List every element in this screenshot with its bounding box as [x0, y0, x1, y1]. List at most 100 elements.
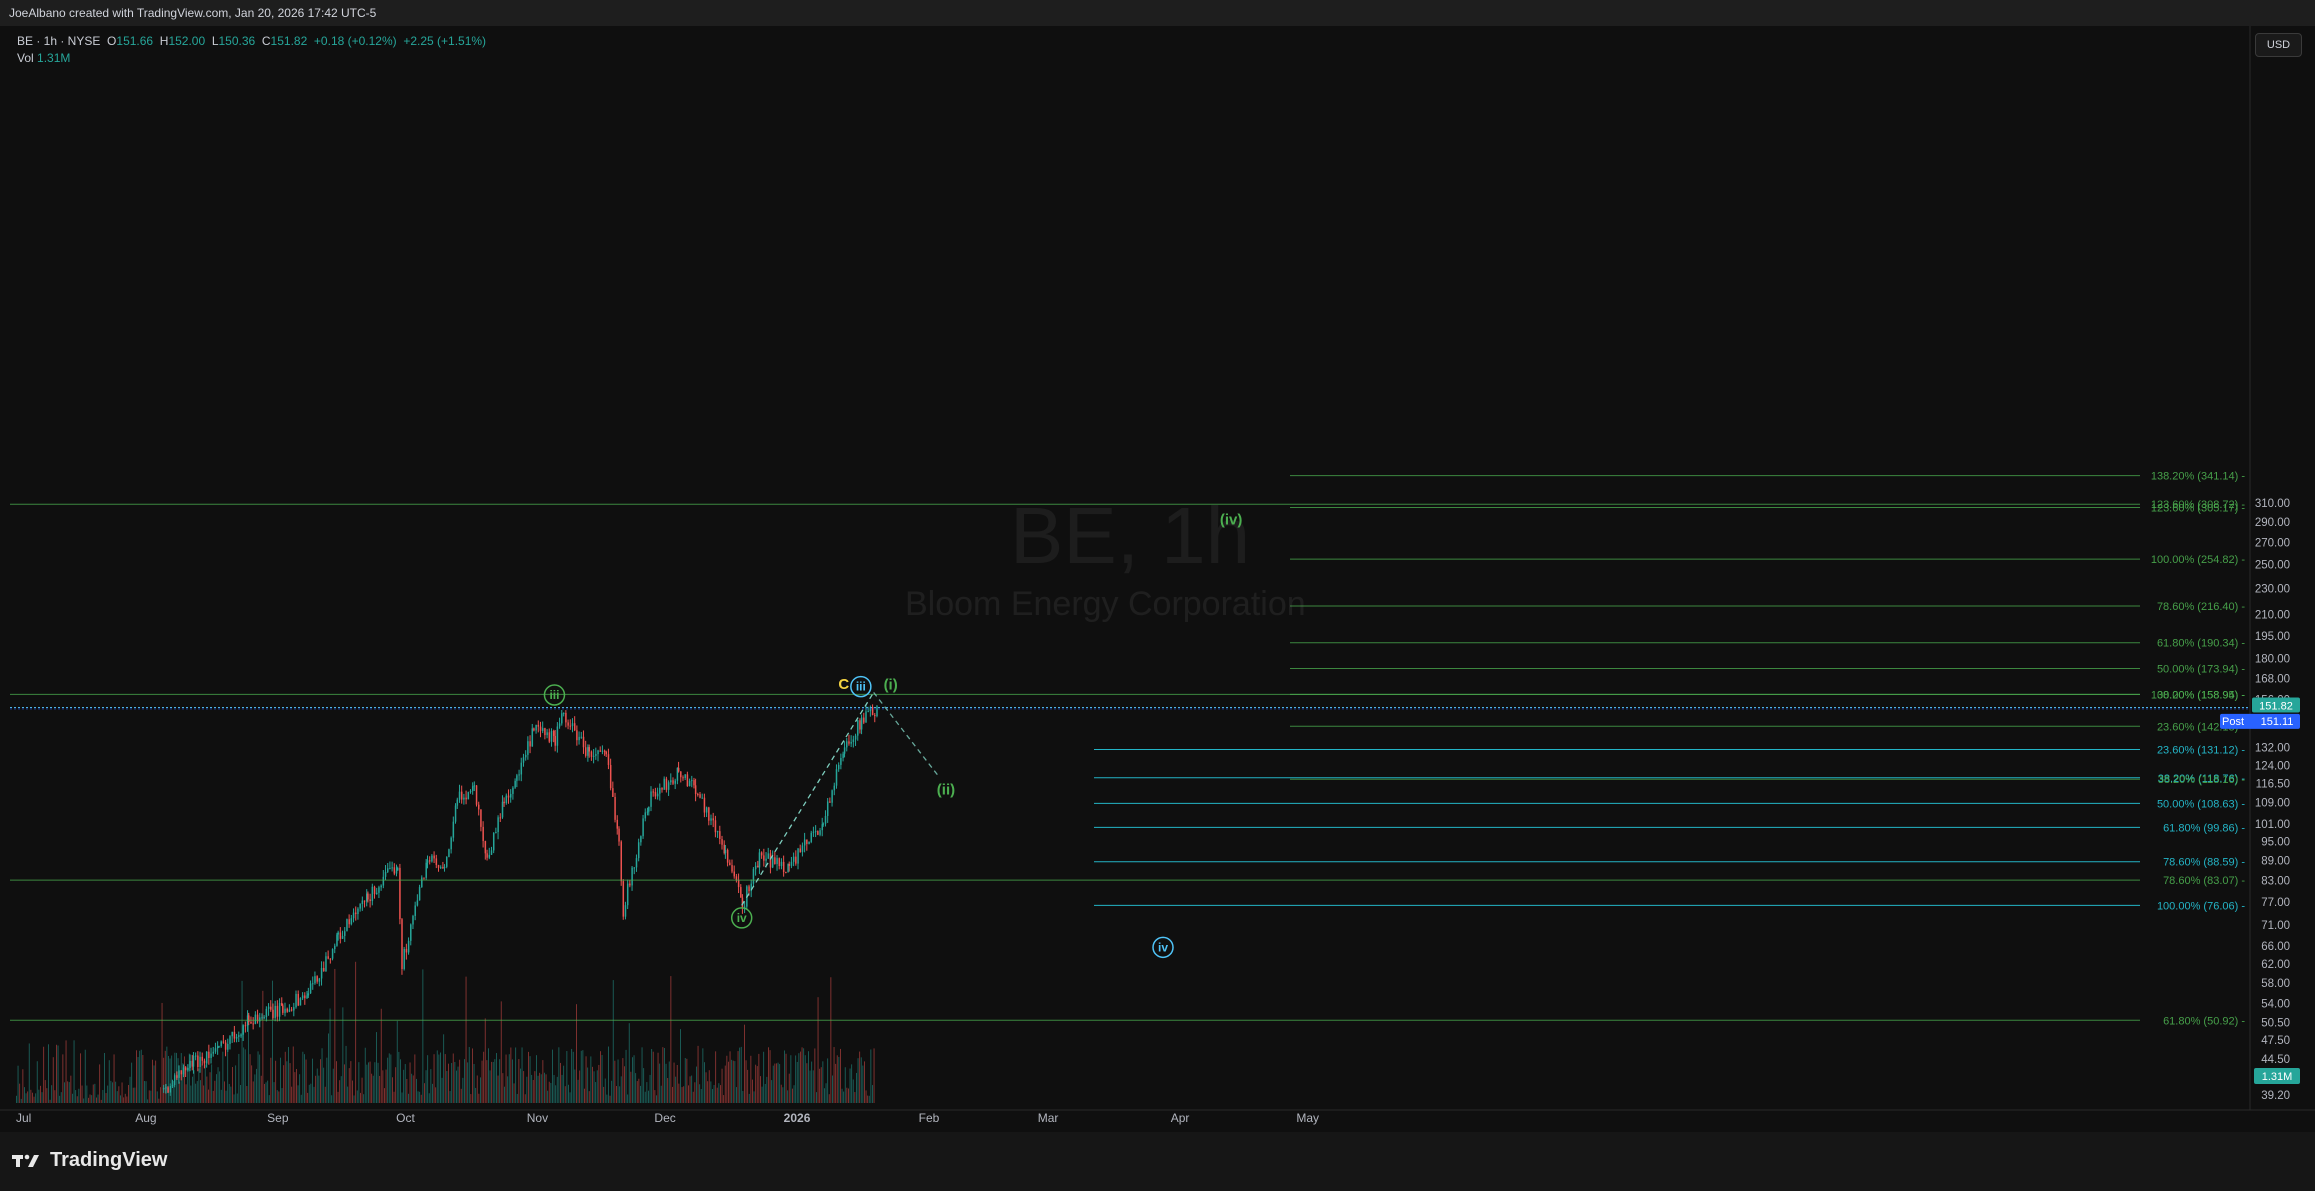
candle	[231, 1031, 233, 1037]
candle	[688, 780, 691, 787]
fib-level-label: 23.60% (131.12) -	[2157, 744, 2245, 756]
volume-bar	[766, 1076, 768, 1103]
candle	[514, 780, 516, 788]
candle	[512, 787, 514, 794]
volume-bar	[225, 1090, 227, 1103]
volume-bar	[89, 1094, 91, 1103]
volume-bar	[838, 1056, 840, 1103]
candle	[433, 855, 435, 859]
volume-bar	[608, 1046, 609, 1103]
symbol-label[interactable]: BE · 1h · NYSE	[17, 34, 101, 48]
volume-bar	[457, 1066, 459, 1103]
candle	[806, 839, 808, 844]
tradingview-icon	[12, 1154, 39, 1167]
y-tick-label: 116.50	[2256, 778, 2290, 790]
volume-bar	[808, 1051, 809, 1103]
volume-bar	[820, 1067, 822, 1103]
volume-bar	[692, 1091, 694, 1103]
volume-bar	[196, 1081, 198, 1103]
candle	[691, 780, 693, 782]
candle	[488, 854, 491, 858]
volume-bar	[100, 1099, 102, 1103]
candle	[250, 1021, 252, 1024]
candle	[469, 790, 472, 793]
volume-bar	[673, 1062, 675, 1103]
candle	[529, 741, 531, 747]
volume-bar	[211, 1064, 213, 1103]
volume-bar	[630, 1071, 632, 1103]
candle	[278, 1003, 281, 1017]
candle	[414, 905, 416, 916]
volume-bar	[344, 1064, 345, 1103]
volume-bar	[747, 1069, 749, 1103]
candle	[194, 1055, 197, 1057]
candle	[848, 741, 850, 744]
volume-bar	[580, 1050, 582, 1103]
candle	[405, 948, 408, 953]
volume-bar	[814, 1048, 816, 1103]
volume-bar	[340, 1076, 342, 1103]
tradingview-logo[interactable]: TradingView	[12, 1149, 167, 1172]
volume-bar	[235, 1065, 237, 1103]
volume-bar	[304, 1054, 305, 1103]
volume-bar	[65, 1040, 67, 1103]
volume-bar	[280, 1057, 281, 1103]
volume-bar	[49, 1099, 51, 1103]
candle	[421, 877, 423, 888]
candle	[778, 858, 781, 867]
volume-bar	[419, 1091, 421, 1103]
candle	[635, 858, 638, 868]
volume-bar	[64, 1082, 65, 1103]
price-chart[interactable]: Jul Aug Sep Oct Nov Dec 2026 Feb Mar Apr May 310.00…	[0, 0, 2315, 1132]
candle	[767, 853, 770, 859]
volume-bar	[841, 1088, 843, 1103]
volume-bar	[843, 1091, 845, 1103]
candle	[169, 1086, 172, 1093]
volume-bar	[59, 1095, 61, 1103]
candle	[535, 724, 537, 731]
volume-bar	[851, 1064, 853, 1103]
volume-bar	[190, 1085, 192, 1103]
volume-bar	[827, 1058, 829, 1103]
candle	[569, 725, 572, 727]
candle	[410, 924, 412, 941]
volume-label[interactable]: Vol	[17, 51, 34, 65]
candle	[242, 1025, 244, 1035]
candle	[284, 1008, 286, 1013]
candle	[435, 858, 438, 865]
volume-bar	[198, 1068, 200, 1103]
volume-bar	[867, 1095, 869, 1103]
candle	[656, 793, 659, 797]
volume-bar	[539, 1072, 541, 1103]
volume-bar	[70, 1075, 72, 1103]
volume-bar	[691, 1075, 693, 1103]
low-label: L	[211, 34, 219, 48]
volume-bar	[416, 1078, 417, 1103]
open-label: O	[107, 34, 117, 48]
currency-button[interactable]: USD	[2255, 33, 2302, 57]
candle	[672, 780, 674, 784]
candle	[265, 1008, 268, 1018]
volume-bar	[616, 1085, 617, 1103]
volume-bar	[769, 1050, 771, 1103]
volume-bar	[401, 1092, 403, 1103]
candle	[222, 1041, 225, 1043]
candle	[787, 864, 789, 873]
candle	[463, 797, 465, 800]
candle	[448, 849, 450, 857]
volume-bar	[315, 1075, 317, 1103]
volume-legend: Vol 1.31M	[17, 51, 70, 65]
candle	[366, 893, 368, 902]
volume-bar	[329, 1008, 331, 1103]
candle	[661, 788, 663, 790]
y-tick-label: 71.00	[2261, 920, 2290, 932]
volume-bar	[260, 1075, 262, 1103]
candle	[640, 836, 642, 843]
volume-bar	[846, 1087, 848, 1103]
volume-bar	[436, 1050, 438, 1103]
candle	[220, 1041, 222, 1047]
candle	[344, 931, 346, 936]
candle	[467, 792, 470, 800]
volume-bar	[520, 1068, 521, 1103]
volume-bar	[441, 1077, 443, 1103]
